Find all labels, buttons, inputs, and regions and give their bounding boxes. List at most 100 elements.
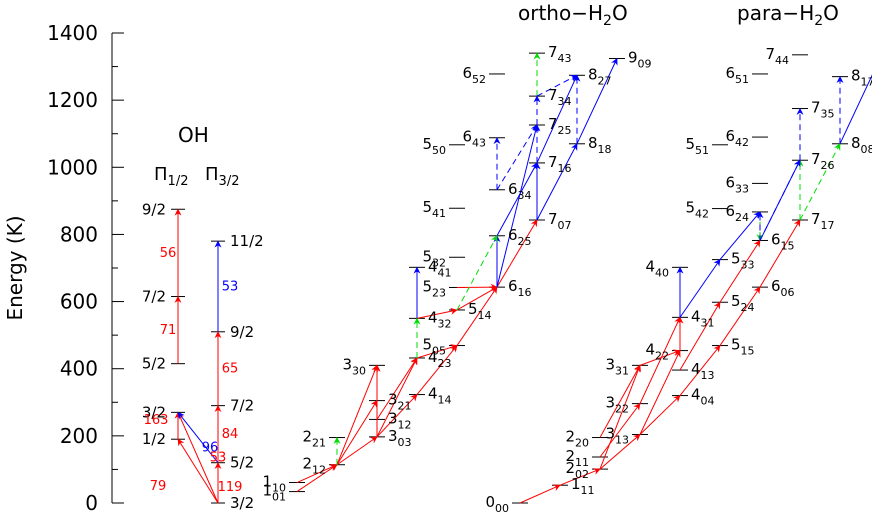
h2o-level-label: 312 — [388, 409, 412, 431]
oh-title: OH — [178, 123, 209, 147]
h2o-transition-arrow — [759, 219, 801, 288]
y-axis-label: Energy (K) — [3, 215, 27, 320]
h2o-level-label: 404 — [691, 386, 715, 408]
energy-levels — [171, 52, 848, 504]
h2o-level-label: 827 — [588, 65, 612, 87]
oh-level-label: 9/2 — [142, 200, 166, 218]
y-tick-label: 1000 — [47, 155, 98, 179]
h2o-level-label: 551 — [685, 135, 709, 157]
h2o-level-label: 651 — [725, 64, 749, 86]
h2o-level-label: 542 — [685, 199, 709, 221]
h2o-level-label: 211 — [565, 447, 589, 469]
h2o-level-label: 606 — [771, 277, 795, 299]
h2o-level-label: 743 — [548, 43, 572, 65]
oh-transition-label: 65 — [222, 362, 239, 377]
h2o-level-label: 413 — [691, 360, 715, 382]
h2o-transition-arrow — [519, 484, 561, 504]
h2o-level-label: 523 — [422, 277, 446, 299]
h2o-transition-arrow — [679, 345, 721, 396]
h2o-transition-arrow — [599, 364, 641, 438]
h2o-level-label: 616 — [508, 277, 532, 299]
h2o-transition-arrow — [536, 74, 578, 97]
y-tick-label: 800 — [60, 222, 98, 246]
h2o-transition-arrow — [799, 143, 841, 221]
h2o-level-label: 633 — [725, 173, 749, 195]
h2o-transition-arrow — [679, 301, 721, 371]
oh-transition-label: 56 — [160, 246, 177, 261]
h2o-level-label: 505 — [422, 336, 446, 358]
y-tick-label: 1400 — [47, 21, 98, 45]
oh-transition-label: 96 — [202, 441, 219, 456]
h2o-transition-arrow — [839, 74, 872, 144]
oh-transition-label: 53 — [210, 451, 227, 466]
h2o-transition-arrow — [376, 357, 418, 438]
h2o-transition-arrow — [719, 286, 761, 346]
oh-transition-label: 53 — [222, 279, 239, 294]
h2o-transition-arrow — [376, 357, 418, 420]
h2o-level-label: 330 — [342, 355, 366, 377]
h2o-level-label: 524 — [731, 292, 755, 314]
h2o-transition-arrow — [719, 211, 761, 260]
h2o-level-label: 652 — [462, 64, 486, 86]
oh-transition-label: 119 — [218, 480, 243, 495]
h2o-level-label: 624 — [725, 202, 749, 224]
h2o-level-label: 514 — [468, 300, 492, 322]
h2o-transition-arrow — [416, 344, 458, 359]
h2o-level-label: 441 — [428, 257, 452, 279]
h2o-transition-arrow — [496, 219, 538, 288]
oh-level-label: 9/2 — [230, 323, 254, 341]
level-labels: 9/2 7/2 5/2 3/2 1/2 11/2 9/2 7/2 5/2 3/2 56 71 79 163… — [142, 43, 872, 513]
h2o-level-label: 101 — [262, 482, 286, 504]
oh-transition-arrow — [177, 411, 219, 504]
h2o-transition-arrow — [536, 143, 578, 221]
h2o-transition-arrow — [719, 239, 761, 303]
h2o-level-label: 818 — [588, 134, 612, 156]
y-tick-label: 0 — [85, 491, 98, 513]
oh-pi12-label: Π1/2 — [154, 164, 188, 189]
h2o-transition-arrow — [599, 403, 641, 458]
h2o-level-label: 533 — [731, 250, 755, 272]
y-tick-label: 1200 — [47, 88, 98, 112]
h2o-level-label: 726 — [811, 150, 835, 172]
h2o-level-label: 634 — [508, 180, 532, 202]
h2o-level-label: 423 — [428, 348, 452, 370]
para-title: para−H2O — [737, 1, 839, 29]
h2o-level-label: 643 — [462, 128, 486, 150]
h2o-level-label: 422 — [645, 341, 669, 363]
h2o-transition-arrow — [416, 345, 458, 395]
h2o-transition-arrow — [456, 235, 498, 311]
oh-level-label: 3/2 — [230, 494, 254, 512]
h2o-level-label: 321 — [388, 391, 412, 413]
h2o-transition-arrow — [639, 395, 681, 435]
h2o-transition-arrow — [496, 124, 539, 288]
h2o-level-label: 331 — [605, 355, 629, 377]
h2o-transition-arrow — [679, 259, 721, 318]
h2o-level-label: 212 — [302, 455, 326, 477]
ortho-title: ortho−H2O — [518, 1, 628, 29]
oh-level-label: 11/2 — [230, 232, 264, 250]
h2o-level-label: 431 — [691, 307, 715, 329]
oh-level-label: 1/2 — [142, 430, 166, 448]
h2o-level-label: 541 — [422, 198, 446, 220]
oh-transition-label: 79 — [150, 479, 167, 494]
h2o-level-label: 000 — [485, 493, 509, 513]
h2o-level-label: 440 — [645, 257, 669, 279]
h2o-level-label: 111 — [571, 475, 595, 497]
h2o-level-label: 808 — [851, 134, 872, 156]
h2o-level-label: 202 — [565, 459, 589, 481]
oh-level-label: 5/2 — [230, 454, 254, 472]
y-tick-label: 600 — [60, 290, 98, 314]
h2o-transition-arrow — [336, 364, 378, 465]
h2o-level-label: 550 — [422, 135, 446, 157]
h2o-transition-arrow — [559, 468, 601, 486]
h2o-transition-arrow — [456, 286, 498, 311]
oh-level-label: 3/2 — [142, 403, 166, 421]
h2o-level-label: 615 — [771, 230, 795, 252]
h2o-level-label: 625 — [508, 226, 532, 248]
h2o-level-label: 734 — [548, 86, 572, 108]
h2o-transition-arrow — [759, 159, 801, 241]
h2o-level-label: 642 — [725, 127, 749, 149]
h2o-transition-arrow — [496, 124, 538, 191]
h2o-transition-arrow — [576, 57, 618, 144]
